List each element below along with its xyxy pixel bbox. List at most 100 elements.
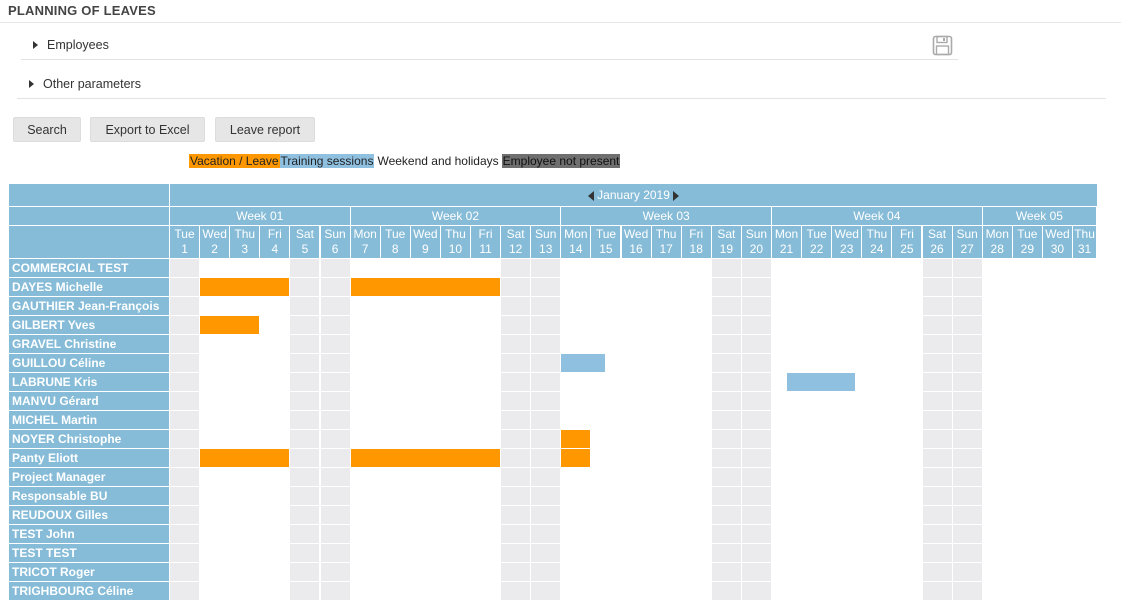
day-cell-weekend[interactable] (952, 430, 982, 448)
day-cell-weekend[interactable] (501, 335, 531, 353)
day-cell-weekend[interactable] (711, 278, 741, 296)
day-cell-weekend[interactable] (290, 297, 320, 315)
day-cell-weekend[interactable] (741, 354, 771, 372)
day-cell-weekend[interactable] (922, 411, 952, 429)
day-cell-weekend[interactable] (501, 316, 531, 334)
day-cell-weekend[interactable] (290, 506, 320, 524)
day-cell-weekend[interactable] (952, 525, 982, 543)
day-cell-weekend[interactable] (531, 563, 561, 581)
day-cell-weekend[interactable] (501, 411, 531, 429)
day-cell-weekend[interactable] (922, 449, 952, 467)
day-cell-weekend[interactable] (922, 316, 952, 334)
day-cell-weekend[interactable] (320, 278, 350, 296)
employee-name[interactable]: Project Manager (9, 468, 169, 486)
employee-name[interactable]: Panty Eliott (9, 449, 169, 467)
day-cell-weekend[interactable] (711, 392, 741, 410)
day-cell-weekend[interactable] (170, 487, 200, 505)
day-cell-weekend[interactable] (290, 411, 320, 429)
day-cell-weekend[interactable] (711, 430, 741, 448)
day-cell-weekend[interactable] (531, 582, 561, 600)
day-cell-weekend[interactable] (922, 392, 952, 410)
day-cell-weekend[interactable] (501, 373, 531, 391)
day-cell-weekend[interactable] (922, 297, 952, 315)
day-cell-weekend[interactable] (952, 449, 982, 467)
day-cell-weekend[interactable] (170, 563, 200, 581)
day-cell-weekend[interactable] (922, 335, 952, 353)
day-cell-weekend[interactable] (711, 506, 741, 524)
day-cell-weekend[interactable] (170, 278, 200, 296)
employee-name[interactable]: NOYER Christophe (9, 430, 169, 448)
day-cell-weekend[interactable] (922, 468, 952, 486)
day-cell-weekend[interactable] (501, 525, 531, 543)
day-cell-weekend[interactable] (711, 316, 741, 334)
day-cell-weekend[interactable] (501, 468, 531, 486)
vacation-leave-bar[interactable] (350, 449, 501, 467)
day-cell-weekend[interactable] (711, 468, 741, 486)
day-cell-weekend[interactable] (320, 373, 350, 391)
day-cell-weekend[interactable] (741, 468, 771, 486)
day-cell-weekend[interactable] (711, 354, 741, 372)
day-cell-weekend[interactable] (501, 259, 531, 277)
day-cell-weekend[interactable] (290, 544, 320, 562)
employee-name[interactable]: MANVU Gérard (9, 392, 169, 410)
day-cell-weekend[interactable] (922, 563, 952, 581)
day-cell-weekend[interactable] (290, 335, 320, 353)
day-cell-weekend[interactable] (952, 335, 982, 353)
day-cell-weekend[interactable] (922, 506, 952, 524)
day-cell-weekend[interactable] (741, 335, 771, 353)
day-cell-weekend[interactable] (320, 487, 350, 505)
day-cell-weekend[interactable] (170, 449, 200, 467)
day-cell-weekend[interactable] (711, 544, 741, 562)
employee-name[interactable]: TRICOT Roger (9, 563, 169, 581)
day-cell-weekend[interactable] (741, 278, 771, 296)
employee-name[interactable]: DAYES Michelle (9, 278, 169, 296)
day-cell-weekend[interactable] (501, 354, 531, 372)
day-cell-weekend[interactable] (320, 506, 350, 524)
employee-name[interactable]: TRIGHBOURG Céline (9, 582, 169, 600)
day-cell-weekend[interactable] (741, 582, 771, 600)
day-cell-weekend[interactable] (170, 525, 200, 543)
employee-name[interactable]: TEST TEST (9, 544, 169, 562)
leave-report-button[interactable]: Leave report (215, 117, 315, 142)
day-cell-weekend[interactable] (711, 487, 741, 505)
day-cell-weekend[interactable] (320, 544, 350, 562)
day-cell-weekend[interactable] (320, 563, 350, 581)
employee-name[interactable]: REUDOUX Gilles (9, 506, 169, 524)
day-cell-weekend[interactable] (741, 544, 771, 562)
training-leave-bar[interactable] (561, 354, 606, 372)
day-cell-weekend[interactable] (531, 468, 561, 486)
day-cell-weekend[interactable] (741, 373, 771, 391)
day-cell-weekend[interactable] (952, 392, 982, 410)
employee-name[interactable]: GILBERT Yves (9, 316, 169, 334)
employee-name[interactable]: LABRUNE Kris (9, 373, 169, 391)
day-cell-weekend[interactable] (741, 487, 771, 505)
day-cell-weekend[interactable] (501, 563, 531, 581)
day-cell-weekend[interactable] (711, 582, 741, 600)
day-cell-weekend[interactable] (501, 449, 531, 467)
next-month-icon[interactable] (672, 190, 679, 201)
vacation-leave-bar[interactable] (200, 316, 260, 334)
employee-name[interactable]: GUILLOU Céline (9, 354, 169, 372)
day-cell-weekend[interactable] (952, 373, 982, 391)
day-cell-weekend[interactable] (501, 487, 531, 505)
day-cell-weekend[interactable] (741, 430, 771, 448)
day-cell-weekend[interactable] (711, 373, 741, 391)
day-cell-weekend[interactable] (952, 297, 982, 315)
day-cell-weekend[interactable] (501, 430, 531, 448)
day-cell-weekend[interactable] (290, 449, 320, 467)
day-cell-weekend[interactable] (741, 525, 771, 543)
day-cell-weekend[interactable] (320, 430, 350, 448)
day-cell-weekend[interactable] (741, 563, 771, 581)
day-cell-weekend[interactable] (531, 354, 561, 372)
day-cell-weekend[interactable] (952, 487, 982, 505)
day-cell-weekend[interactable] (741, 506, 771, 524)
prev-month-icon[interactable] (588, 190, 595, 201)
day-cell-weekend[interactable] (952, 544, 982, 562)
day-cell-weekend[interactable] (501, 392, 531, 410)
day-cell-weekend[interactable] (290, 487, 320, 505)
day-cell-weekend[interactable] (501, 582, 531, 600)
day-cell-weekend[interactable] (320, 316, 350, 334)
day-cell-weekend[interactable] (170, 468, 200, 486)
day-cell-weekend[interactable] (170, 506, 200, 524)
day-cell-weekend[interactable] (952, 506, 982, 524)
